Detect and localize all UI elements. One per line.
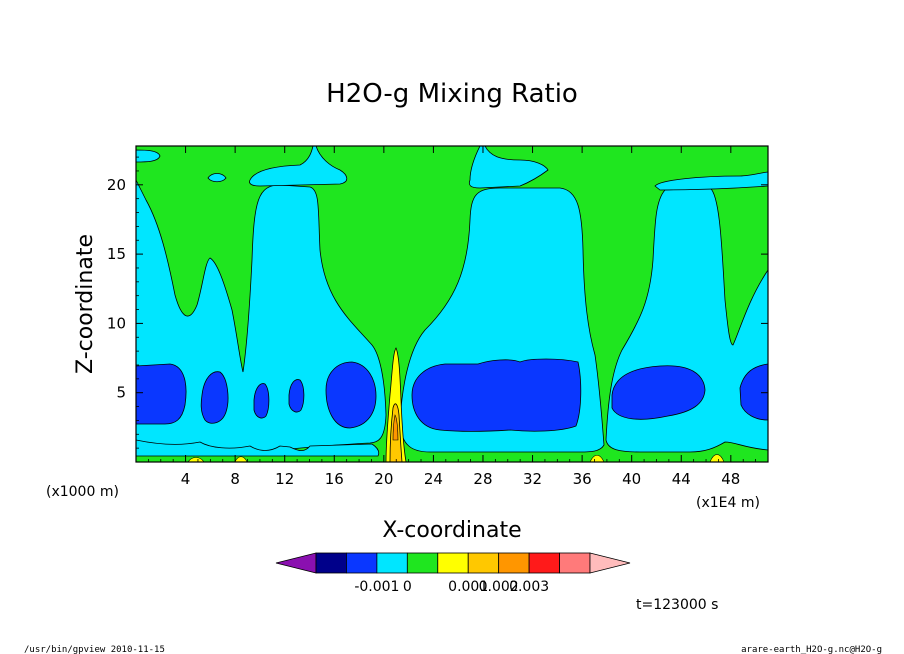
contour-cyan-top-strip-3	[468, 146, 549, 189]
x-axis-label: X-coordinate	[382, 518, 521, 543]
contour-blue-blob-8	[739, 363, 768, 421]
x-tick-label: 16	[325, 470, 344, 488]
colorbar-label: 0	[403, 579, 412, 595]
colorbar-label: 0.001	[448, 579, 488, 595]
x-tick-label: 48	[721, 470, 740, 488]
colorbar-low-extension	[275, 552, 317, 574]
contour-cyan-top-strip-4	[654, 171, 768, 191]
y-unit-label: (x1000 m)	[46, 484, 119, 500]
colorbar-high-extension	[589, 552, 631, 574]
time-annotation: t=123000 s	[636, 597, 718, 613]
y-axis-label: Z-coordinate	[73, 234, 98, 374]
contour-cyan-bottom-band	[136, 439, 380, 457]
x-tick-label: 8	[230, 470, 240, 488]
contour-cyan-island	[207, 173, 227, 183]
contour-blue-blob-6	[411, 358, 582, 432]
colorbar-bin	[376, 552, 408, 574]
contour-blue-blob-4	[288, 379, 305, 413]
y-tick-label: 10	[107, 314, 126, 332]
x-axis-ticks: 4 8 12 16 20 24 28 32 36 40 44 48	[147, 146, 757, 488]
x-tick-label: 20	[374, 470, 393, 488]
contour-cyan-top-strip-2	[249, 146, 348, 187]
x-tick-label: 36	[573, 470, 592, 488]
y-axis-ticks: 5 10 15 20	[107, 156, 768, 449]
y-tick-label: 15	[107, 245, 126, 263]
colorbar-label: 0.003	[509, 579, 549, 595]
contour-orange-inner	[392, 414, 399, 441]
y-tick-label: 5	[116, 384, 126, 402]
colorbar-bin	[406, 552, 439, 574]
colorbar-label: -0.001	[354, 579, 399, 595]
contour-blue-blob-7	[611, 365, 706, 420]
colorbar-bin	[528, 552, 560, 574]
colorbar-bin	[315, 552, 347, 574]
colorbar-bin	[498, 552, 530, 574]
colorbar-label: 0.002	[479, 579, 519, 595]
contour-blue-blob-2	[200, 371, 229, 424]
contour-blue-blob-5	[325, 361, 377, 429]
x-tick-label: 32	[523, 470, 542, 488]
y-tick-label: 20	[107, 176, 126, 194]
chart-title: H2O-g Mixing Ratio	[326, 79, 578, 109]
plot-frame	[135, 145, 769, 463]
contour-blue-blob-1	[136, 363, 187, 425]
colorbar-bin	[467, 552, 500, 574]
colorbar-bin	[437, 552, 469, 574]
colorbar-bin	[346, 552, 378, 574]
footer-right: arare-earth_H2O-g.nc@H2O-g	[741, 645, 882, 654]
x-unit-label: (x1E4 m)	[696, 495, 760, 511]
x-tick-label: 44	[672, 470, 691, 488]
footer-left: /usr/bin/gpview 2010-11-15	[24, 645, 165, 654]
contour-field	[136, 146, 768, 462]
x-tick-label: 12	[275, 470, 294, 488]
x-tick-label: 28	[473, 470, 492, 488]
colorbar	[275, 552, 631, 574]
contour-cyan-top-strip-1	[136, 149, 161, 163]
x-tick-label: 24	[424, 470, 443, 488]
contour-blue-blob-3	[253, 383, 270, 419]
x-tick-label: 4	[181, 470, 191, 488]
contour-cyan-region-left	[136, 179, 387, 452]
colorbar-bin	[559, 552, 591, 574]
x-tick-label: 40	[622, 470, 641, 488]
